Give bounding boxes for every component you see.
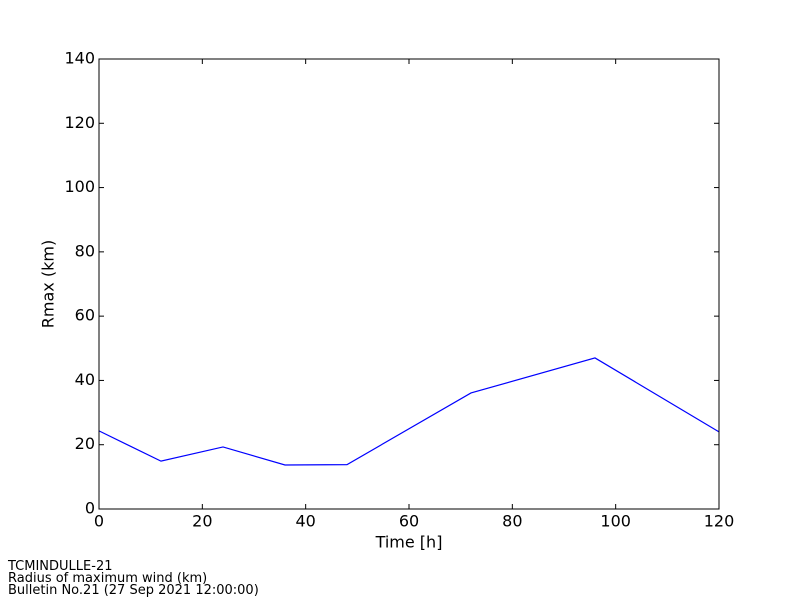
x-tick-label: 120 bbox=[704, 512, 735, 531]
footer-note: Radius of maximum wind (km) bbox=[8, 571, 207, 586]
x-axis-label: Time [h] bbox=[375, 533, 443, 552]
x-tick-label: 60 bbox=[399, 512, 419, 531]
y-tick-label: 120 bbox=[64, 113, 95, 132]
x-tick-label: 80 bbox=[502, 512, 522, 531]
y-tick-label: 100 bbox=[64, 177, 95, 196]
x-tick-label: 0 bbox=[94, 512, 104, 531]
x-tick-label: 100 bbox=[600, 512, 631, 531]
x-tick-label: 20 bbox=[192, 512, 212, 531]
y-tick-label: 0 bbox=[85, 499, 95, 518]
y-axis-label: Rmax (km) bbox=[39, 240, 58, 328]
footer-note: TCMINDULLE-21 bbox=[7, 559, 113, 574]
data-line bbox=[98, 357, 720, 466]
plot-frame bbox=[98, 58, 720, 510]
y-tick-label: 80 bbox=[75, 241, 95, 260]
y-tick-label: 40 bbox=[75, 370, 95, 389]
footer-note: Bulletin No.21 (27 Sep 2021 12:00:00) bbox=[8, 583, 259, 598]
y-tick-label: 20 bbox=[75, 434, 95, 453]
x-tick-label: 40 bbox=[295, 512, 315, 531]
y-tick-label: 140 bbox=[64, 49, 95, 68]
y-tick-label: 60 bbox=[75, 306, 95, 325]
